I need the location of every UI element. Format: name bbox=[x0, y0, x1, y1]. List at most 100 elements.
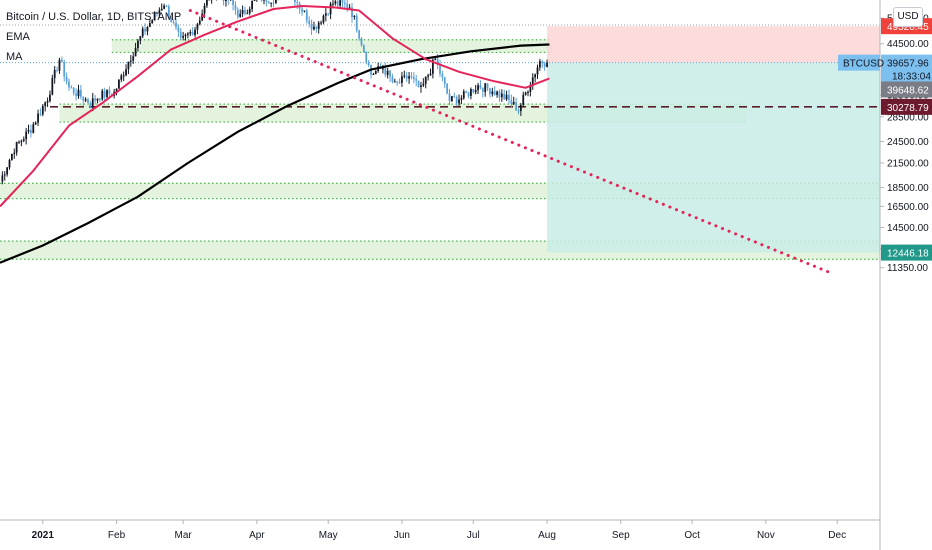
candle bbox=[118, 79, 120, 89]
y-tick-label: 60000.00 bbox=[887, 0, 929, 1]
candle bbox=[367, 59, 370, 68]
candle bbox=[441, 70, 444, 82]
y-tick-label: 24500.00 bbox=[887, 137, 929, 148]
candle bbox=[134, 42, 137, 57]
candle bbox=[529, 81, 532, 97]
candle bbox=[403, 70, 406, 79]
candle bbox=[82, 96, 85, 106]
x-tick-label: Apr bbox=[249, 530, 265, 541]
candle bbox=[443, 76, 446, 89]
symbol-label: BTCUSD bbox=[843, 59, 884, 70]
candle bbox=[160, 3, 163, 11]
candle-body bbox=[346, 3, 349, 8]
candle bbox=[446, 82, 449, 95]
candle bbox=[108, 86, 111, 97]
candle bbox=[234, 1, 237, 15]
candle-body bbox=[467, 92, 470, 96]
candle-body bbox=[339, 0, 342, 6]
candle bbox=[465, 90, 468, 94]
candle-body bbox=[308, 20, 311, 24]
candle-body bbox=[246, 13, 249, 15]
candle bbox=[491, 87, 494, 97]
candle-body bbox=[167, 6, 170, 18]
candle-body bbox=[481, 88, 484, 92]
x-tick-label: Dec bbox=[828, 530, 846, 541]
candle-body bbox=[108, 90, 111, 94]
currency-button[interactable]: USD bbox=[893, 7, 923, 27]
candle bbox=[541, 60, 544, 69]
candle bbox=[189, 29, 192, 37]
candle-body bbox=[510, 99, 513, 105]
candle-body bbox=[522, 94, 525, 105]
candle-body bbox=[441, 73, 444, 78]
candle-body bbox=[358, 30, 361, 39]
candle-body bbox=[103, 90, 106, 98]
candle bbox=[505, 90, 508, 101]
candle-body bbox=[515, 101, 518, 111]
candle-body bbox=[132, 56, 135, 61]
candle bbox=[253, 0, 256, 1]
candle-body bbox=[65, 76, 68, 82]
candle-body bbox=[436, 58, 439, 65]
x-tick-label: May bbox=[319, 530, 338, 541]
candle-body bbox=[125, 69, 127, 76]
ema-indicator-label[interactable]: EMA bbox=[6, 31, 30, 43]
candle-body bbox=[386, 70, 389, 75]
candle-body bbox=[431, 59, 434, 74]
y-tick-label: 44500.00 bbox=[887, 39, 929, 50]
candle bbox=[158, 7, 161, 17]
candle-body bbox=[434, 58, 437, 60]
candle-body bbox=[448, 93, 451, 101]
candle-body bbox=[538, 61, 541, 68]
candle bbox=[341, 0, 344, 8]
candle-body bbox=[201, 13, 204, 21]
candle-body bbox=[225, 0, 227, 2]
take-profit-zone bbox=[547, 62, 880, 253]
candle-body bbox=[382, 68, 384, 70]
level-price-label-bg bbox=[881, 98, 932, 115]
candle-body bbox=[384, 68, 387, 75]
ma-indicator-label[interactable]: MA bbox=[6, 51, 23, 63]
candle bbox=[137, 38, 139, 52]
candle bbox=[453, 92, 456, 98]
candle-body bbox=[260, 0, 263, 1]
current-price-label: 39657.96 bbox=[887, 59, 929, 70]
candle bbox=[3, 171, 6, 181]
candle bbox=[191, 27, 194, 36]
candle-body bbox=[458, 99, 460, 104]
candle-body bbox=[153, 13, 156, 21]
candle bbox=[179, 28, 182, 40]
x-tick-label: Jun bbox=[394, 530, 410, 541]
candle-body bbox=[543, 63, 546, 67]
candle bbox=[481, 87, 484, 98]
candle-body bbox=[139, 36, 142, 41]
candle-body bbox=[362, 45, 365, 53]
candle bbox=[165, 4, 168, 8]
candle-body bbox=[320, 22, 322, 24]
candle-body bbox=[472, 89, 475, 93]
candle bbox=[260, 0, 263, 2]
x-tick-label: Jul bbox=[467, 530, 480, 541]
candle-body bbox=[265, 0, 268, 2]
candle-body bbox=[10, 153, 13, 161]
candle bbox=[308, 16, 311, 28]
candle bbox=[63, 59, 66, 82]
candle-body bbox=[519, 104, 522, 112]
candle-body bbox=[248, 9, 251, 14]
candle bbox=[30, 124, 32, 138]
candle bbox=[484, 82, 487, 97]
candle-body bbox=[191, 32, 194, 36]
candle-body bbox=[30, 129, 32, 133]
candle bbox=[267, 0, 270, 4]
candle-body bbox=[365, 52, 368, 63]
candle bbox=[329, 1, 332, 20]
candle bbox=[270, 2, 273, 8]
candle bbox=[415, 75, 418, 87]
candle bbox=[263, 0, 265, 5]
candle bbox=[386, 67, 389, 79]
candle bbox=[355, 13, 358, 33]
candle-body bbox=[424, 76, 427, 84]
candle-body bbox=[546, 62, 548, 67]
